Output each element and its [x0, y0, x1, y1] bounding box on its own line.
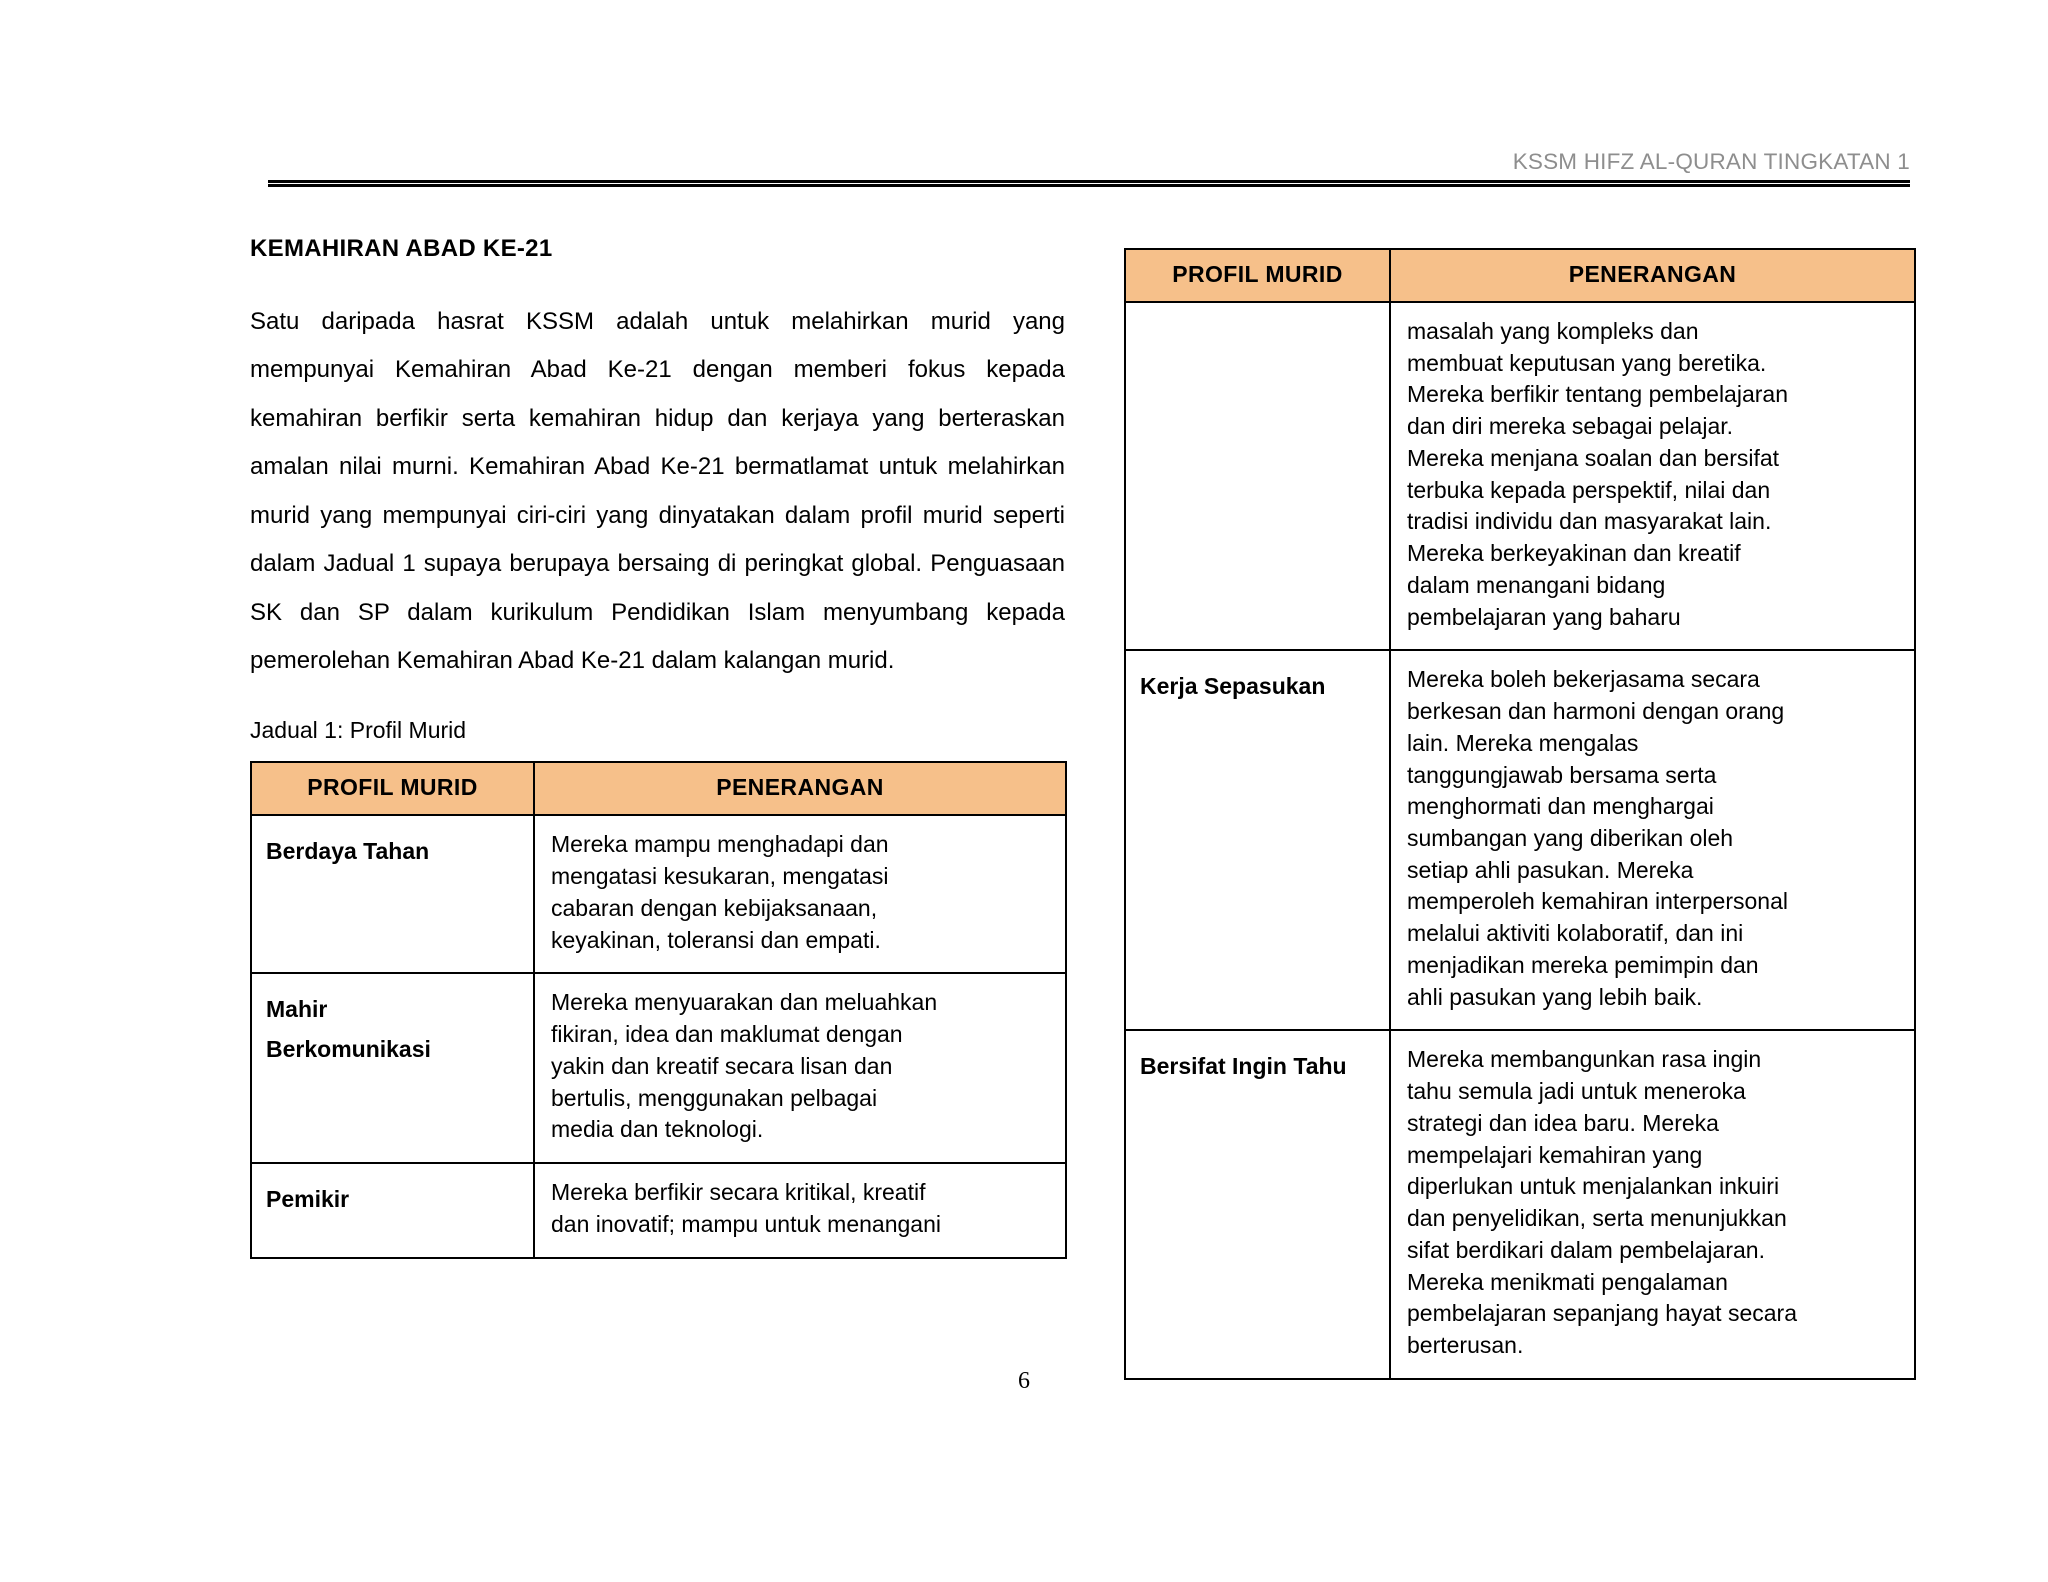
left-column: KEMAHIRAN ABAD KE-21 Satu daripada hasra…: [250, 235, 1067, 1259]
cell-profil: Berdaya Tahan: [250, 814, 535, 975]
penerangan-line: Mereka mampu menghadapi dan: [551, 831, 889, 858]
penerangan-line: diperlukan untuk menjalankan inkuiri: [1407, 1173, 1780, 1200]
penerangan-line: sifat berdikari dalam pembelajaran.: [1407, 1236, 1765, 1263]
profil-line: Berkomunikasi: [266, 1035, 431, 1062]
penerangan-line: yakin dan kreatif secara lisan dan: [551, 1052, 893, 1079]
penerangan-line: bertulis, menggunakan pelbagai: [551, 1084, 878, 1111]
cell-penerangan: masalah yang kompleks dan membuat keputu…: [1389, 300, 1916, 652]
penerangan-line: sumbangan yang diberikan oleh: [1407, 825, 1734, 852]
cell-profil: Mahir Berkomunikasi: [250, 972, 535, 1165]
penerangan-line: cabaran dengan kebijaksanaan,: [551, 894, 878, 921]
penerangan-line: mengatasi kesukaran, mengatasi: [551, 863, 889, 890]
table-row: masalah yang kompleks dan membuat keputu…: [1124, 300, 1916, 652]
penerangan-line: Mereka berfikir secara kritikal, kreatif: [551, 1179, 926, 1206]
penerangan-line: strategi dan idea baru. Mereka: [1407, 1109, 1719, 1136]
penerangan-line: pembelajaran yang baharu: [1407, 603, 1681, 630]
penerangan-line: fikiran, idea dan maklumat dengan: [551, 1021, 903, 1048]
penerangan-line: tahu semula jadi untuk meneroka: [1407, 1078, 1746, 1105]
penerangan-line: ahli pasukan yang lebih baik.: [1407, 983, 1703, 1010]
table-row: Pemikir Mereka berfikir secara kritikal,…: [250, 1162, 1067, 1259]
right-column: PROFIL MURID PENERANGAN masalah yang kom…: [1124, 248, 1916, 1380]
penerangan-line: Mereka menyuarakan dan meluahkan: [551, 989, 938, 1016]
penerangan-line: berkesan dan harmoni dengan orang: [1407, 698, 1785, 725]
column-header-profil-murid: PROFIL MURID: [250, 761, 535, 817]
table-header-row: PROFIL MURID PENERANGAN: [250, 761, 1067, 817]
penerangan-line: Mereka menikmati pengalaman: [1407, 1268, 1728, 1295]
cell-profil: Kerja Sepasukan: [1124, 649, 1391, 1032]
penerangan-line: membuat keputusan yang beretika.: [1407, 349, 1767, 376]
penerangan-line: berterusan.: [1407, 1332, 1524, 1359]
cell-penerangan: Mereka mampu menghadapi dan mengatasi ke…: [533, 814, 1067, 975]
section-title: KEMAHIRAN ABAD KE-21: [250, 235, 553, 262]
penerangan-line: dan penyelidikan, serta menunjukkan: [1407, 1205, 1787, 1232]
penerangan-line: dan inovatif; mampu untuk menangani: [551, 1210, 941, 1237]
table-caption: Jadual 1: Profil Murid: [250, 716, 467, 743]
penerangan-line: Mereka berkeyakinan dan kreatif: [1407, 540, 1741, 567]
penerangan-line: setiap ahli pasukan. Mereka: [1407, 856, 1694, 883]
penerangan-line: dalam menangani bidang: [1407, 571, 1666, 598]
column-header-penerangan: PENERANGAN: [1389, 248, 1916, 303]
penerangan-line: lain. Mereka mengalas: [1407, 729, 1639, 756]
penerangan-line: terbuka kepada perspektif, nilai dan: [1407, 476, 1771, 503]
penerangan-line: keyakinan, toleransi dan empati.: [551, 926, 881, 953]
page-number: 6: [1018, 1368, 1030, 1394]
running-header-title: KSSM HIFZ AL-QURAN TINGKATAN 1: [1512, 149, 1910, 174]
cell-penerangan: Mereka berfikir secara kritikal, kreatif…: [533, 1162, 1067, 1259]
penerangan-line: Mereka berfikir tentang pembelajaran: [1407, 381, 1788, 408]
penerangan-line: menghormati dan menghargai: [1407, 793, 1714, 820]
penerangan-line: mempelajari kemahiran yang: [1407, 1141, 1703, 1168]
cell-penerangan: Mereka menyuarakan dan meluahkan fikiran…: [533, 972, 1067, 1165]
intro-paragraph: Satu daripada hasrat KSSM adalah untuk m…: [250, 307, 1065, 675]
profil-line: Mahir: [266, 996, 328, 1023]
table-row: Kerja Sepasukan Mereka boleh bekerjasama…: [1124, 649, 1916, 1032]
penerangan-line: melalui aktiviti kolaboratif, dan ini: [1407, 920, 1744, 947]
penerangan-line: menjadikan mereka pemimpin dan: [1407, 951, 1759, 978]
penerangan-line: tanggungjawab bersama serta: [1407, 761, 1717, 788]
penerangan-line: dan diri mereka sebagai pelajar.: [1407, 413, 1734, 440]
penerangan-line: tradisi individu dan masyarakat lain.: [1407, 508, 1772, 535]
cell-penerangan: Mereka membangunkan rasa ingin tahu semu…: [1389, 1029, 1916, 1380]
table-row: Mahir Berkomunikasi Mereka menyuarakan d…: [250, 972, 1067, 1165]
header-double-rule: [268, 179, 1910, 187]
column-header-profil-murid: PROFIL MURID: [1124, 248, 1391, 303]
penerangan-line: Mereka menjana soalan dan bersifat: [1407, 444, 1780, 471]
cell-profil: [1124, 300, 1391, 652]
table-row: Berdaya Tahan Mereka mampu menghadapi da…: [250, 814, 1067, 975]
table-row: Bersifat Ingin Tahu Mereka membangunkan …: [1124, 1029, 1916, 1380]
penerangan-line: media dan teknologi.: [551, 1116, 764, 1143]
penerangan-line: Mereka boleh bekerjasama secara: [1407, 666, 1760, 693]
profil-murid-table-left: PROFIL MURID PENERANGAN Berdaya Tahan Me…: [250, 761, 1067, 1259]
cell-profil: Pemikir: [250, 1162, 535, 1259]
penerangan-line: masalah yang kompleks dan: [1407, 318, 1699, 344]
profil-murid-table-right: PROFIL MURID PENERANGAN masalah yang kom…: [1124, 248, 1916, 1380]
cell-penerangan: Mereka boleh bekerjasama secara berkesan…: [1389, 649, 1916, 1032]
cell-profil: Bersifat Ingin Tahu: [1124, 1029, 1391, 1380]
penerangan-line: pembelajaran sepanjang hayat secara: [1407, 1300, 1797, 1327]
penerangan-line: Mereka membangunkan rasa ingin: [1407, 1046, 1762, 1073]
penerangan-line: memperoleh kemahiran interpersonal: [1407, 888, 1788, 915]
column-header-penerangan: PENERANGAN: [533, 761, 1067, 817]
table-header-row: PROFIL MURID PENERANGAN: [1124, 248, 1916, 303]
running-header: KSSM HIFZ AL-QURAN TINGKATAN 1: [268, 149, 1910, 187]
